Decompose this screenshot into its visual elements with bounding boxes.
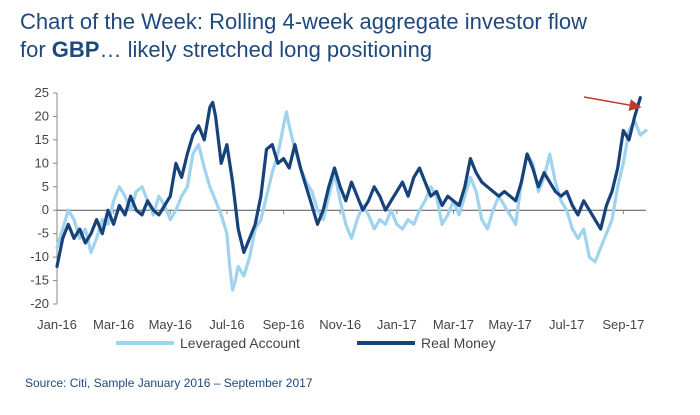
y-tick-label: -5 — [37, 226, 49, 241]
x-tick-label: Jan-17 — [377, 317, 417, 332]
title-currency: GBP — [51, 37, 100, 62]
x-tick-label: Mar-16 — [93, 317, 134, 332]
x-tick-label: Jan-16 — [37, 317, 77, 332]
x-tick-label: Nov-16 — [319, 317, 361, 332]
x-tick-label: May-16 — [149, 317, 192, 332]
title-line-2-prefix: for — [20, 37, 52, 62]
y-tick-label: 15 — [35, 132, 49, 147]
legend: Leveraged Account Real Money — [116, 335, 496, 351]
y-tick-label: 20 — [35, 108, 49, 123]
axes: 25 20 15 10 5 0 -5 -10 -15 -20 Jan-16 Mar-16 May-16 J… — [30, 85, 646, 332]
title-line-2: for GBP… likely stretched long positioni… — [20, 36, 680, 64]
y-tick-label: -20 — [30, 296, 49, 311]
real-money-line — [55, 96, 642, 269]
leveraged-account-line — [55, 110, 648, 292]
legend-label: Leveraged Account — [180, 335, 300, 351]
source-note: Source: Citi, Sample January 2016 – Sept… — [25, 376, 313, 390]
legend-label: Real Money — [421, 335, 496, 351]
y-tick-label: 0 — [42, 202, 49, 217]
y-tick-label: 10 — [35, 155, 49, 170]
annotation-arrow — [583, 96, 642, 112]
y-tick-label: 25 — [35, 85, 49, 100]
y-tick-label: -10 — [30, 249, 49, 264]
x-tick-label: Mar-17 — [433, 317, 474, 332]
x-tick-label: May-17 — [488, 317, 531, 332]
series-group — [55, 96, 648, 292]
title-line-1: Chart of the Week: Rolling 4-week aggreg… — [20, 9, 587, 34]
line-chart: 25 20 15 10 5 0 -5 -10 -15 -20 Jan-16 Mar-16 May-16 J… — [30, 85, 648, 351]
x-tick-label: Sep-16 — [263, 317, 305, 332]
x-tick-label: Jul-17 — [549, 317, 584, 332]
x-tick-label: Sep-17 — [602, 317, 644, 332]
title-line-2-suffix: … likely stretched long positioning — [99, 37, 433, 62]
x-tick-label: Jul-16 — [209, 317, 244, 332]
chart-title: Chart of the Week: Rolling 4-week aggreg… — [20, 8, 680, 64]
y-tick-label: -15 — [30, 273, 49, 288]
y-tick-label: 5 — [42, 179, 49, 194]
